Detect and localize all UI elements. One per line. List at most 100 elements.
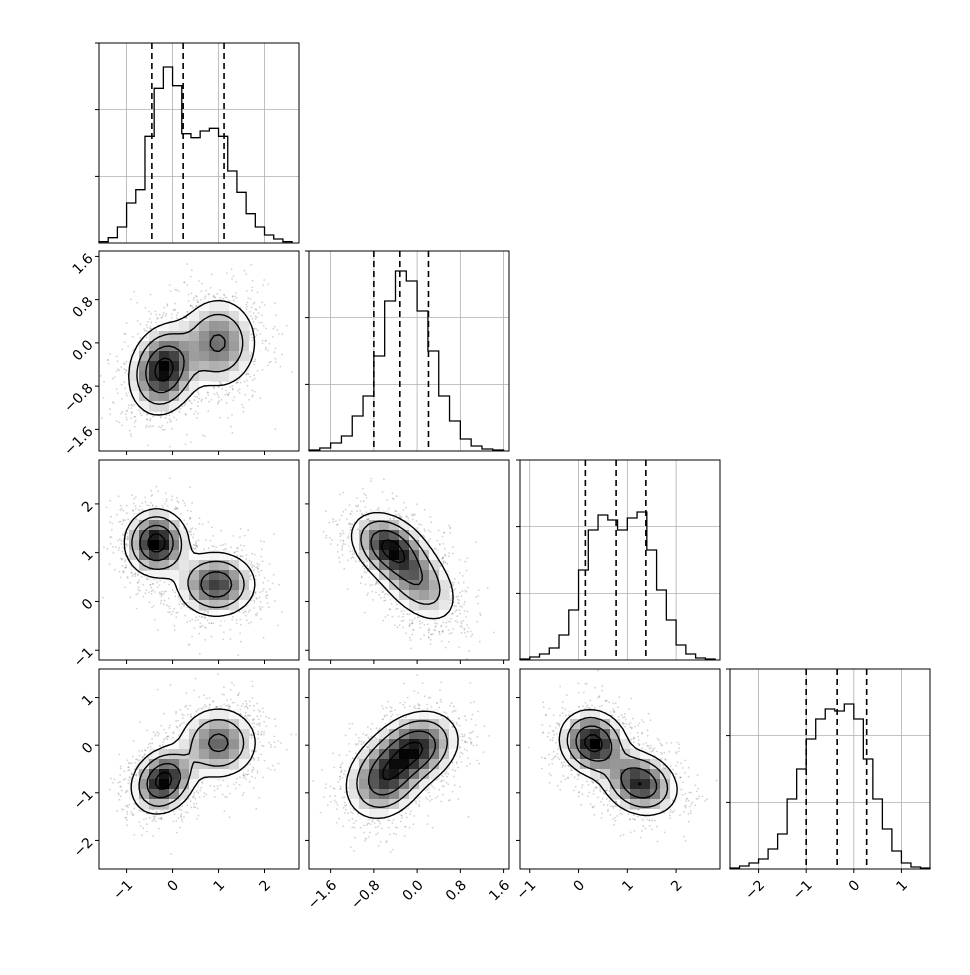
scatter-point bbox=[169, 607, 171, 609]
scatter-point bbox=[121, 523, 123, 525]
scatter-point bbox=[166, 500, 168, 502]
scatter-point bbox=[130, 435, 132, 437]
scatter-point bbox=[192, 527, 194, 529]
scatter-point bbox=[186, 263, 188, 265]
scatter-point bbox=[125, 372, 127, 374]
scatter-point bbox=[148, 592, 150, 594]
scatter-point bbox=[479, 641, 481, 643]
scatter-point bbox=[250, 298, 252, 300]
scatter-point bbox=[245, 558, 247, 560]
scatter-point bbox=[166, 303, 168, 305]
scatter-point bbox=[235, 292, 237, 294]
scatter-point bbox=[112, 378, 114, 380]
scatter-point bbox=[248, 623, 250, 625]
scatter-point bbox=[443, 560, 445, 562]
scatter-point bbox=[264, 304, 266, 306]
scatter-point bbox=[132, 336, 134, 338]
scatter-point bbox=[161, 591, 163, 593]
scatter-point bbox=[323, 531, 325, 533]
scatter-point bbox=[180, 601, 182, 603]
scatter-point bbox=[272, 583, 274, 585]
scatter-point bbox=[174, 629, 176, 631]
scatter-point bbox=[202, 434, 204, 436]
scatter-point bbox=[227, 417, 229, 419]
scatter-point bbox=[126, 505, 128, 507]
density-bin bbox=[219, 550, 230, 561]
scatter-point bbox=[257, 568, 259, 570]
scatter-point bbox=[246, 306, 248, 308]
scatter-point bbox=[204, 612, 206, 614]
scatter-point bbox=[109, 353, 111, 355]
scatter-point bbox=[109, 521, 111, 523]
scatter-point bbox=[186, 317, 188, 319]
scatter-point bbox=[241, 404, 243, 406]
scatter-point bbox=[195, 305, 197, 307]
scatter-point bbox=[219, 417, 221, 419]
scatter-point bbox=[233, 396, 235, 398]
scatter-point bbox=[126, 417, 128, 419]
scatter-point bbox=[133, 574, 135, 576]
scatter-point bbox=[212, 545, 214, 547]
scatter-point bbox=[275, 358, 277, 360]
scatter-point bbox=[264, 577, 266, 579]
scatter-point bbox=[199, 398, 201, 400]
scatter-point bbox=[281, 354, 283, 356]
scatter-point bbox=[244, 535, 246, 537]
scatter-point bbox=[134, 404, 136, 406]
y-tick-label-1-1: −0.8 bbox=[61, 380, 96, 415]
scatter-point bbox=[257, 329, 259, 331]
scatter-point bbox=[129, 596, 131, 598]
scatter-point bbox=[127, 407, 129, 409]
scatter-point bbox=[195, 616, 197, 618]
scatter-point bbox=[236, 619, 238, 621]
scatter-point bbox=[228, 394, 230, 396]
scatter-point bbox=[178, 290, 180, 292]
scatter-point bbox=[124, 381, 126, 383]
scatter-point bbox=[157, 317, 159, 319]
scatter-point bbox=[259, 574, 261, 576]
scatter-point bbox=[269, 588, 271, 590]
scatter-point bbox=[136, 608, 138, 610]
scatter-point bbox=[186, 434, 188, 436]
scatter-point bbox=[218, 396, 220, 398]
density-bin bbox=[159, 361, 170, 372]
scatter-point bbox=[259, 306, 261, 308]
scatter-point bbox=[195, 620, 197, 622]
scatter-point bbox=[117, 360, 119, 362]
scatter-point bbox=[101, 417, 103, 419]
scatter-point bbox=[151, 590, 153, 592]
scatter-point bbox=[197, 396, 199, 398]
scatter-point bbox=[160, 427, 162, 429]
panel-frame-0-0 bbox=[99, 43, 299, 243]
density-bin bbox=[129, 371, 140, 382]
scatter-point bbox=[250, 334, 252, 336]
scatter-point bbox=[199, 517, 201, 519]
scatter-point bbox=[251, 566, 253, 568]
scatter-point bbox=[130, 572, 132, 574]
scatter-point bbox=[224, 394, 226, 396]
scatter-point bbox=[273, 328, 275, 330]
scatter-point bbox=[272, 336, 274, 338]
density-bin bbox=[149, 570, 160, 581]
scatter-point bbox=[260, 556, 262, 558]
density-bin bbox=[169, 361, 180, 372]
density-bin bbox=[179, 560, 190, 571]
scatter-point bbox=[137, 581, 139, 583]
scatter-point bbox=[151, 607, 153, 609]
density-bin bbox=[159, 520, 170, 531]
scatter-point bbox=[232, 535, 234, 537]
scatter-point bbox=[253, 601, 255, 603]
scatter-point bbox=[459, 572, 461, 574]
scatter-point bbox=[171, 499, 173, 501]
scatter-point bbox=[260, 540, 262, 542]
hist-panel-0 bbox=[95, 43, 299, 243]
scatter-point bbox=[152, 416, 154, 418]
scatter-point bbox=[205, 539, 207, 541]
scatter-point bbox=[191, 619, 193, 621]
scatter-point bbox=[117, 368, 119, 370]
scatter-point bbox=[217, 394, 219, 396]
scatter-point bbox=[262, 369, 264, 371]
y-tick-label-2-3: 2 bbox=[79, 498, 97, 516]
scatter-point bbox=[405, 507, 407, 509]
scatter-point bbox=[132, 349, 134, 351]
